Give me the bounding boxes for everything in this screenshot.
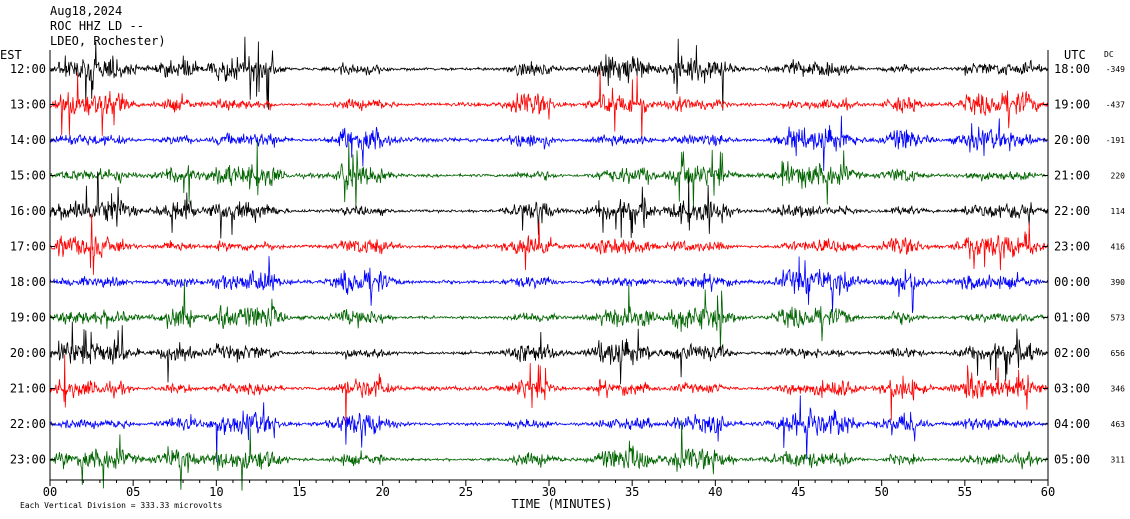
- utc-tick-label: 00:00: [1054, 275, 1090, 289]
- x-axis-title: TIME (MINUTES): [511, 497, 612, 511]
- utc-tick-label: 20:00: [1054, 133, 1090, 147]
- dc-offset-label: 220: [1111, 172, 1126, 181]
- utc-tick-label: 23:00: [1054, 240, 1090, 254]
- trace-line-2300: [49, 420, 1049, 491]
- trace-line-1500: [49, 140, 1049, 210]
- trace-line-2000: [49, 321, 1049, 385]
- x-tick-label: 50: [874, 485, 888, 499]
- est-tick-label: 17:00: [10, 240, 46, 254]
- trace-line-1800: [49, 256, 1049, 314]
- vertical-division-note: Each Vertical Division = 333.33 microvol…: [20, 501, 222, 510]
- axes-layer: 12:00 18:00 -349 13:00 19:00 -437 14:00 20:00 -1…: [0, 48, 1125, 511]
- utc-tick-label: 01:00: [1054, 311, 1090, 325]
- x-tick-label: 35: [625, 485, 639, 499]
- dc-offset-label: 346: [1111, 385, 1126, 394]
- dc-offset-label: -349: [1106, 65, 1125, 74]
- est-tick-label: 12:00: [10, 62, 46, 76]
- x-tick-label: 20: [375, 485, 389, 499]
- trace-line-2100: [49, 354, 1049, 426]
- dc-offset-label: 114: [1111, 207, 1126, 216]
- utc-tick-label: 19:00: [1054, 98, 1090, 112]
- trace-line-1700: [49, 213, 1049, 275]
- dc-offset-label: -437: [1106, 101, 1125, 110]
- est-tick-label: 13:00: [10, 98, 46, 112]
- x-tick-label: 25: [459, 485, 473, 499]
- utc-axis-label: UTC: [1064, 48, 1086, 62]
- header-network: LDEO, Rochester): [50, 34, 166, 48]
- est-tick-label: 21:00: [10, 382, 46, 396]
- dc-offset-label: 416: [1111, 243, 1126, 252]
- dc-offset-label: 311: [1111, 456, 1126, 465]
- x-tick-label: 00: [43, 485, 57, 499]
- x-tick-label: 05: [126, 485, 140, 499]
- est-tick-label: 16:00: [10, 204, 46, 218]
- trace-line-1300: [49, 70, 1049, 140]
- est-tick-label: 14:00: [10, 133, 46, 147]
- x-tick-label: 45: [791, 485, 805, 499]
- est-axis-label: EST: [0, 48, 22, 62]
- x-tick-label: 30: [542, 485, 556, 499]
- x-tick-label: 15: [292, 485, 306, 499]
- trace-line-1900: [49, 281, 1049, 350]
- utc-tick-label: 02:00: [1054, 346, 1090, 360]
- x-tick-label: 10: [209, 485, 223, 499]
- est-tick-label: 22:00: [10, 417, 46, 431]
- trace-line-2200: [49, 395, 1049, 463]
- trace-line-1600: [49, 171, 1049, 239]
- dc-offset-label: 573: [1111, 314, 1126, 323]
- header-station: ROC HHZ LD --: [50, 19, 144, 33]
- dc-offset-label: 390: [1111, 278, 1126, 287]
- est-tick-label: 18:00: [10, 275, 46, 289]
- trace-layer: [49, 36, 1049, 491]
- x-tick-label: 60: [1041, 485, 1055, 499]
- trace-line-1400: [49, 115, 1048, 172]
- utc-tick-label: 22:00: [1054, 204, 1090, 218]
- x-tick-label: 40: [708, 485, 722, 499]
- est-tick-label: 20:00: [10, 346, 46, 360]
- utc-tick-label: 03:00: [1054, 382, 1090, 396]
- trace-line-1200: [49, 36, 1049, 111]
- est-tick-label: 15:00: [10, 169, 46, 183]
- x-tick-label: 55: [958, 485, 972, 499]
- utc-tick-label: 04:00: [1054, 417, 1090, 431]
- utc-tick-label: 18:00: [1054, 62, 1090, 76]
- est-tick-label: 23:00: [10, 453, 46, 467]
- dc-offset-label: 463: [1111, 420, 1126, 429]
- est-tick-label: 19:00: [10, 311, 46, 325]
- dc-offset-label: 656: [1111, 349, 1126, 358]
- dc-axis-label: DC: [1104, 50, 1114, 59]
- header-date: Aug18,2024: [50, 4, 123, 18]
- utc-tick-label: 05:00: [1054, 453, 1090, 467]
- dc-offset-label: -191: [1106, 136, 1125, 145]
- utc-tick-label: 21:00: [1054, 169, 1090, 183]
